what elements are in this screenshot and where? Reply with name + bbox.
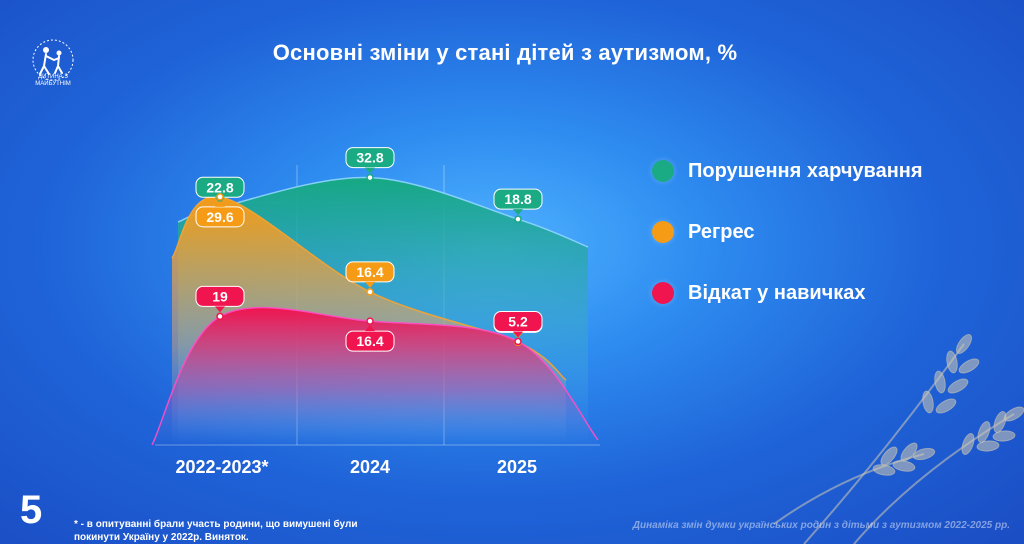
caption: Динаміка змін думки українських родин з … [632, 520, 1010, 531]
legend-label-red: Відкат у навичках [688, 281, 866, 304]
data-point [514, 215, 522, 223]
data-label: 18.8 [493, 188, 543, 216]
svg-text:29.6: 29.6 [206, 209, 233, 225]
x-tick-label: 2024 [349, 457, 391, 477]
svg-text:5.2: 5.2 [508, 314, 528, 330]
data-label: 19 [195, 285, 245, 313]
legend-item-orange: Регрес [652, 217, 982, 247]
chart-title: Основні зміни у стані дітей з аутизмом, … [272, 40, 738, 65]
data-point [366, 317, 374, 325]
svg-text:16.4: 16.4 [356, 333, 383, 349]
svg-text:18.8: 18.8 [504, 191, 531, 207]
wheat-decoration [773, 334, 1024, 544]
legend-item-red: Відкат у навичках [652, 278, 982, 308]
data-point [366, 288, 374, 296]
legend-dot-red [652, 282, 674, 304]
legend-label-green: Порушення харчування [688, 159, 923, 182]
data-point [514, 337, 522, 346]
data-label: 16.4 [345, 325, 395, 352]
series-area-2 [152, 307, 598, 445]
svg-text:22.8: 22.8 [206, 179, 233, 195]
data-label: 29.6 [195, 200, 245, 228]
legend-item-green: Порушення харчування [652, 156, 982, 186]
footnote: * - в опитуванні брали участь родини, що… [74, 519, 358, 543]
data-point [366, 173, 374, 182]
svg-text:16.4: 16.4 [356, 264, 383, 280]
svg-text:19: 19 [212, 288, 228, 304]
data-label: 32.8 [345, 147, 395, 174]
legend-dot-orange [652, 221, 674, 243]
logo-icon [32, 39, 74, 81]
legend-label-orange: Регрес [688, 220, 755, 243]
data-point [216, 312, 224, 321]
svg-text:32.8: 32.8 [356, 150, 383, 166]
data-label: 5.2 [493, 311, 543, 338]
logo-text: Дитина з майбутнім [35, 74, 71, 87]
page-number: 5 [20, 488, 43, 532]
data-label: 16.4 [345, 261, 395, 288]
x-tick-label: 2025 [496, 457, 538, 477]
data-point [216, 193, 224, 201]
x-tick-label: 2022-2023* [175, 457, 269, 477]
legend-dot-green [652, 160, 674, 182]
